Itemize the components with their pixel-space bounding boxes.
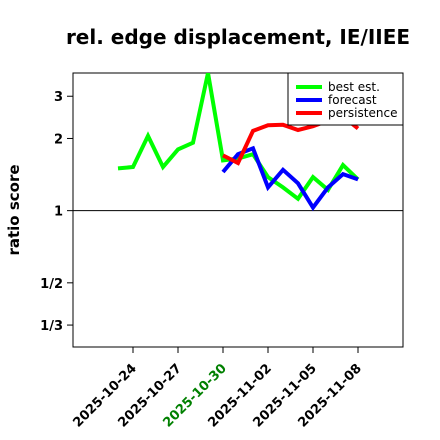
- y-tick-label: 1/2: [40, 277, 63, 292]
- y-tick-label: 1/3: [40, 319, 63, 334]
- plot-frame: [72, 72, 404, 348]
- y-axis-label: ratio score: [5, 164, 23, 255]
- legend-label: best est.: [328, 80, 380, 94]
- y-tick-label: 1: [54, 205, 63, 220]
- y-axis: 1/3 1/2 1 2 3: [40, 90, 73, 334]
- y-tick-label: 3: [54, 90, 63, 105]
- y-tick-label: 2: [54, 132, 63, 147]
- legend-label: forecast: [328, 93, 377, 107]
- x-axis: 2025-10-242025-10-272025-10-302025-11-02…: [70, 347, 365, 431]
- legend-label: persistence: [328, 106, 397, 120]
- chart-title: rel. edge displacement, IE/IIEE: [66, 25, 410, 49]
